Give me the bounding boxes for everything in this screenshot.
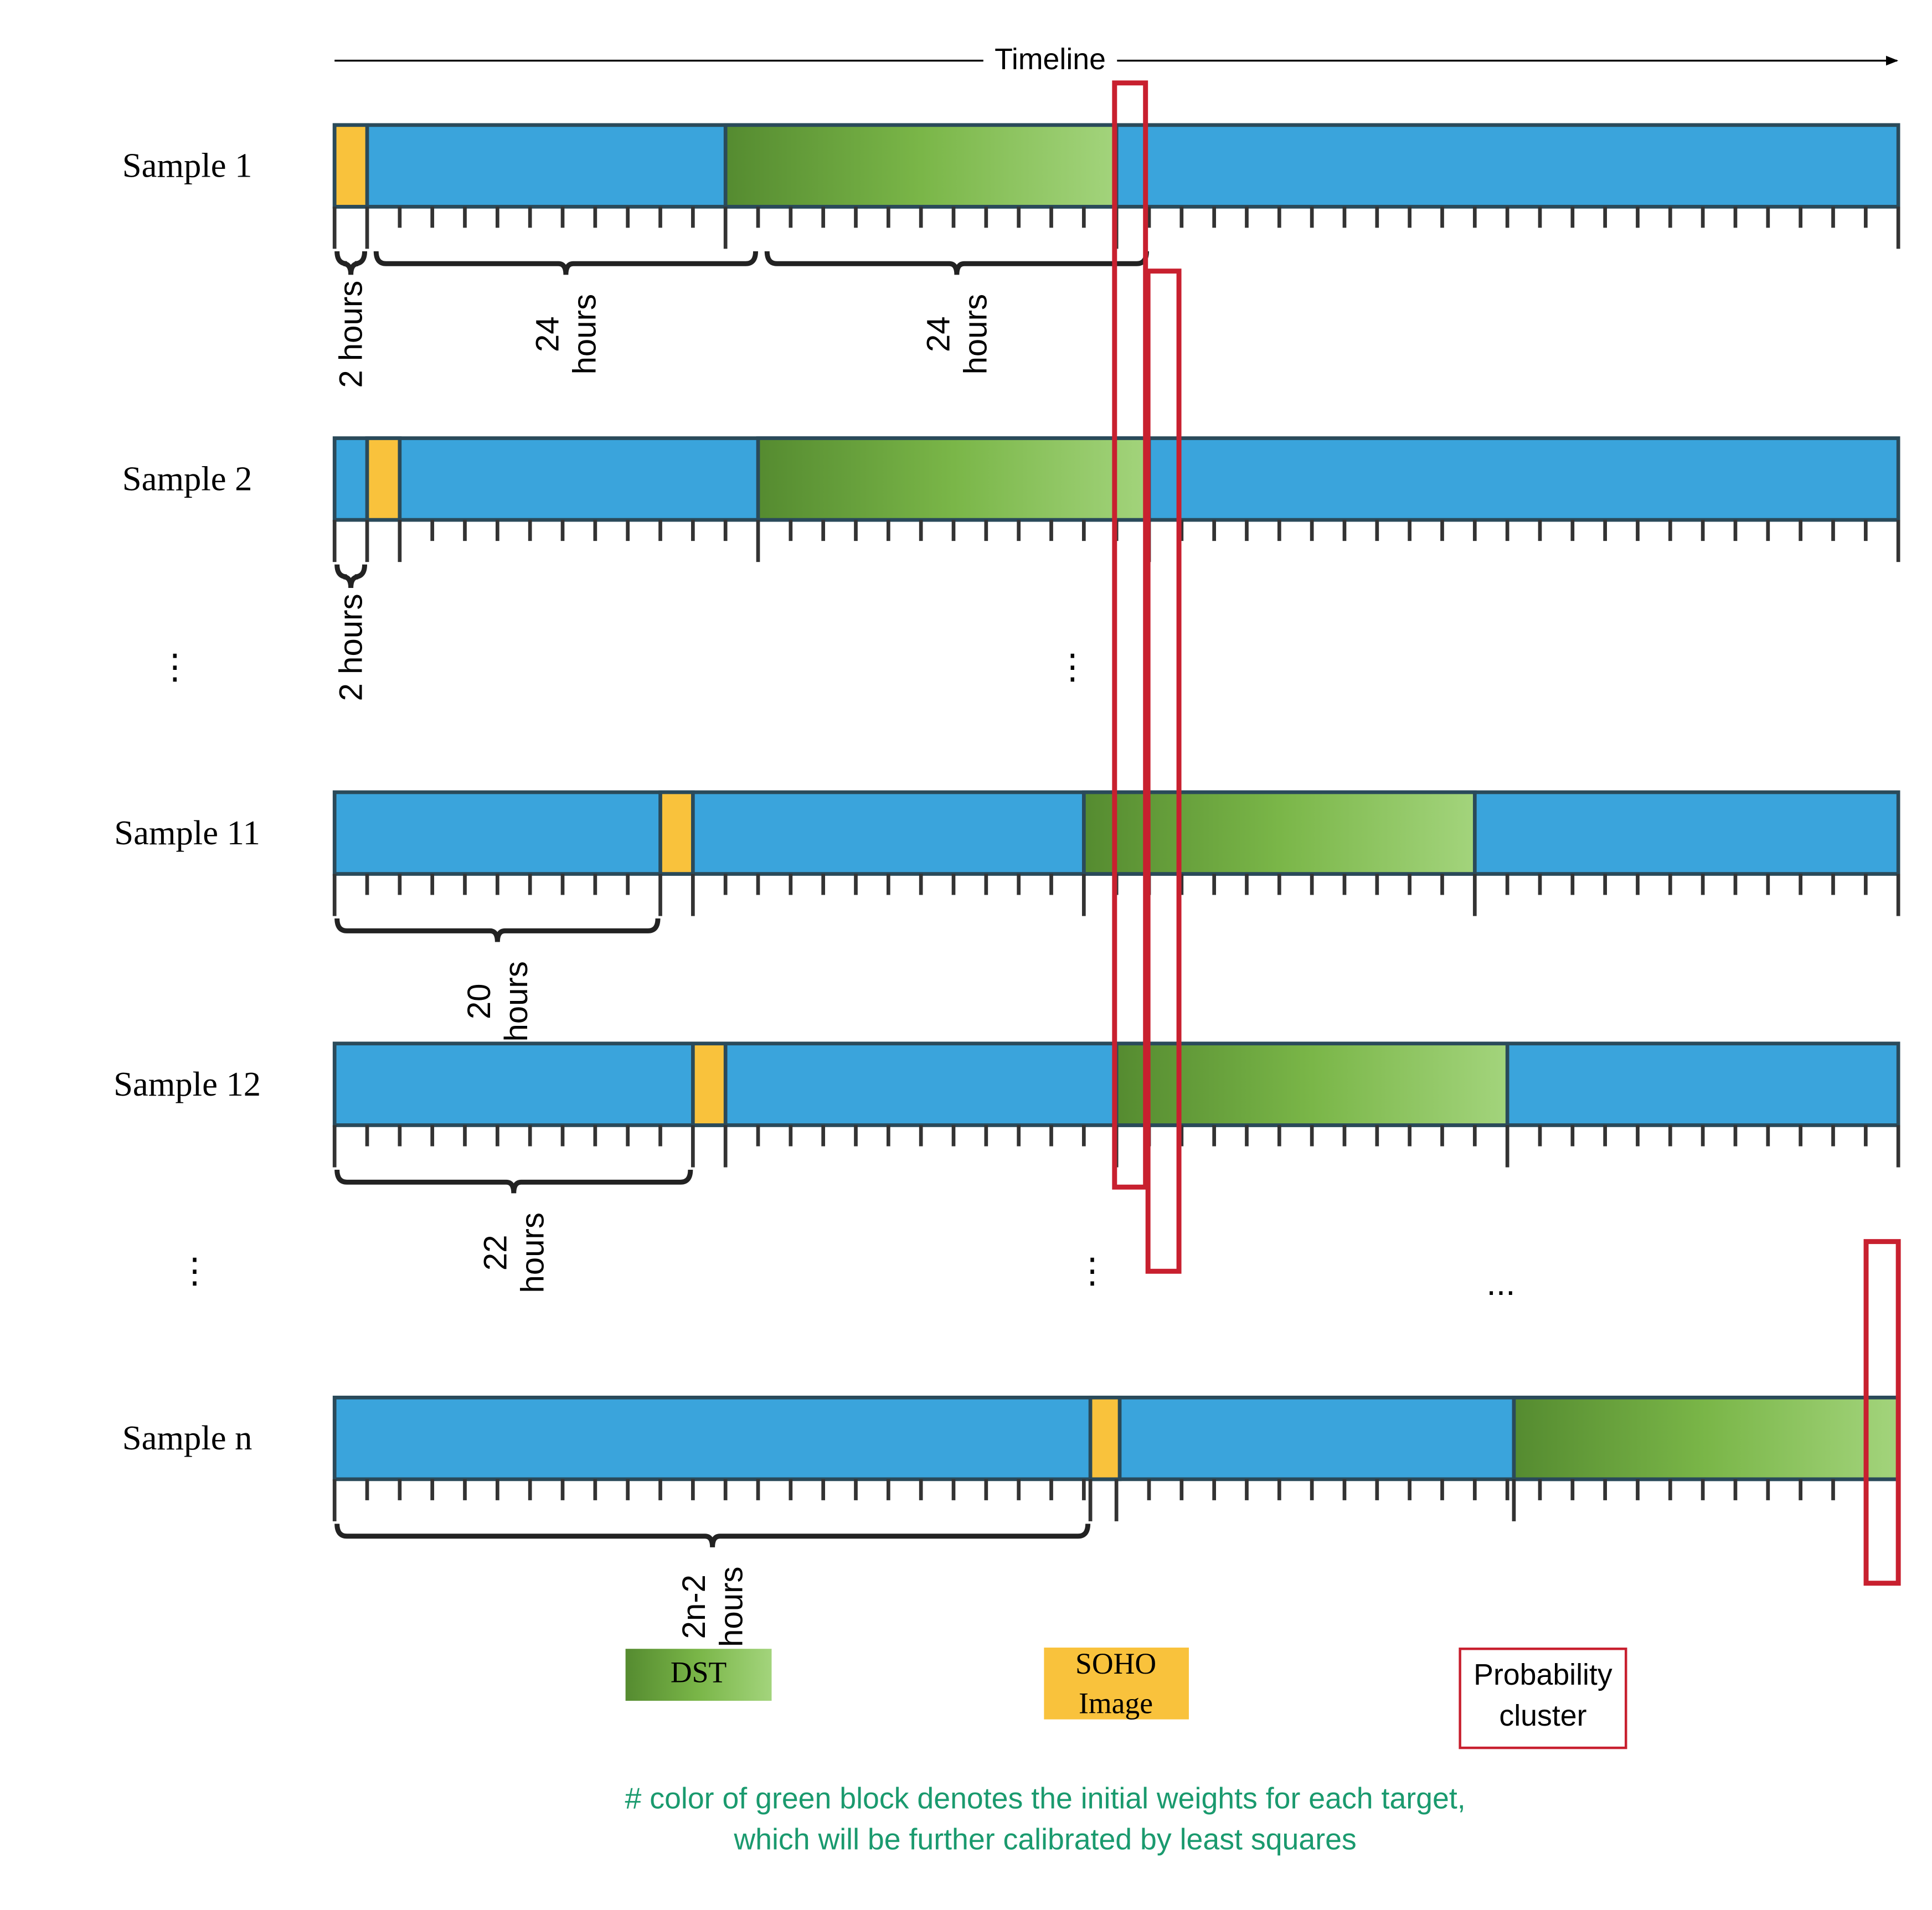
brace — [334, 918, 661, 942]
sample-row-s2: Sample 2 — [122, 436, 1900, 562]
ellipsis-right: ... — [1486, 1264, 1515, 1303]
sample-row-s1: Sample 1 — [122, 123, 1900, 249]
legend-dst-swatch — [625, 1649, 772, 1701]
sample-rows: Sample 1 Sample 2 Sample 11 Sample 12 Sample… — [114, 123, 1900, 1521]
legend-soho-label-line2: Image — [1079, 1686, 1153, 1720]
legend-probability-label-line1: Probability — [1474, 1658, 1612, 1691]
brace-label: 24hours — [920, 294, 993, 374]
soho-block — [658, 790, 695, 876]
soho-block — [691, 1041, 728, 1127]
sample-label: Sample 2 — [122, 459, 253, 498]
probability-cluster-box-1 — [1112, 80, 1148, 1190]
ellipsis-left-2: ⋮ — [177, 1251, 212, 1290]
brace — [334, 1169, 693, 1194]
brace-label: 2 hours — [333, 281, 369, 388]
brace-label: 2 hours — [333, 593, 369, 701]
sample-label: Sample n — [122, 1418, 253, 1457]
timeline-label-bg — [983, 39, 1117, 77]
brace — [334, 251, 368, 275]
probability-cluster-box-2 — [1145, 269, 1182, 1274]
ellipses: ⋮ ⋮ ⋮ ⋮ ... — [157, 647, 1515, 1302]
dst-block — [1512, 1395, 1900, 1481]
brace — [764, 251, 1149, 275]
dst-block — [723, 123, 1119, 209]
brace-group: 20hours — [334, 918, 661, 1042]
brace-label: 24hours — [529, 294, 602, 374]
sample-label: Sample 1 — [122, 146, 253, 185]
legend-probability-box — [1459, 1647, 1627, 1749]
dst-block — [1114, 1041, 1509, 1127]
soho-block — [365, 436, 402, 522]
brace-group: 2 hours — [333, 251, 369, 388]
sample-label: Sample 11 — [114, 813, 260, 852]
ellipsis-left-1: ⋮ — [157, 647, 192, 686]
sample-row-sn: Sample n — [122, 1395, 1900, 1521]
probability-cluster-box-3 — [1863, 1239, 1901, 1586]
timeline-header: Timeline — [334, 39, 1899, 77]
brace-group: 24hours — [764, 251, 1149, 374]
legend-soho-swatch — [1044, 1647, 1189, 1720]
brace-group: 22hours — [334, 1169, 693, 1293]
footnote-line-1: # color of green block denotes the initi… — [625, 1782, 1466, 1815]
legend-probability-label-line2: cluster — [1499, 1699, 1586, 1732]
dst-block — [1081, 790, 1477, 876]
brace — [334, 564, 368, 589]
legend: DST SOHO Image Probability cluster — [625, 1647, 1627, 1749]
sample-label: Sample 12 — [114, 1065, 261, 1103]
soho-block — [332, 123, 369, 209]
timeline-label: Timeline — [995, 43, 1106, 76]
sample-row-s12: Sample 12 — [114, 1041, 1900, 1168]
ellipsis-mid-1: ⋮ — [1055, 647, 1090, 686]
brace-label: 2n-2hours — [676, 1567, 749, 1647]
footnote: # color of green block denotes the initi… — [625, 1782, 1466, 1856]
brace-label: 20hours — [461, 961, 534, 1041]
brace-group: 2 hours — [333, 564, 369, 701]
soho-block — [1088, 1395, 1122, 1481]
duration-braces: 2 hours 24hours 24hours 2 hours 20hours 22hou… — [333, 251, 1149, 1647]
ellipsis-mid-2: ⋮ — [1075, 1251, 1110, 1290]
legend-dst-label: DST — [671, 1656, 727, 1689]
legend-soho-label-line1: SOHO — [1075, 1647, 1156, 1680]
sample-row-s11: Sample 11 — [114, 790, 1900, 916]
brace — [334, 1524, 1091, 1548]
brace-group: 24hours — [373, 251, 759, 374]
dst-block — [756, 436, 1151, 522]
probability-clusters — [1112, 80, 1901, 1586]
brace-group: 2n-2hours — [334, 1524, 1091, 1647]
brace — [373, 251, 759, 275]
footnote-line-2: which will be further calibrated by leas… — [733, 1823, 1356, 1856]
brace-label: 22hours — [477, 1212, 550, 1293]
